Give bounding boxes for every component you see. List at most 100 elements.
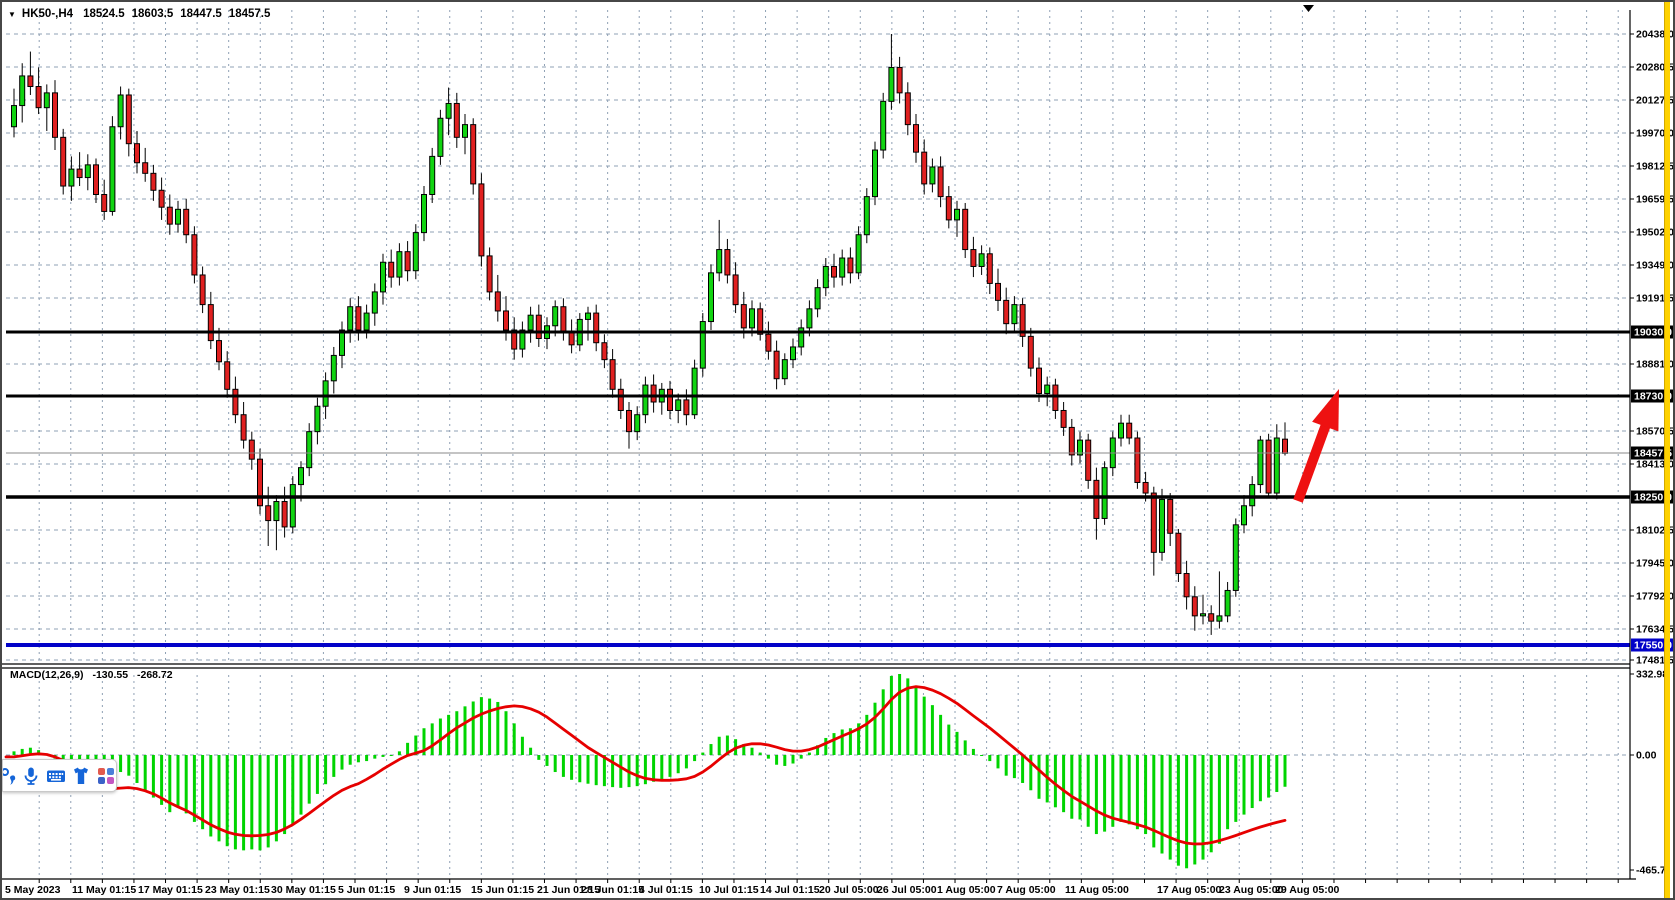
price-axis[interactable]: 20438.0 20280.5 20127.5 19970.0 19812.5 19659… xyxy=(1630,29,1675,667)
horizontal-lines-layer[interactable] xyxy=(6,330,1630,647)
bear-candle xyxy=(626,409,632,433)
macd-axis-label: -465.7 xyxy=(1636,865,1666,877)
keyboard-icon[interactable] xyxy=(46,766,66,786)
bull-candle xyxy=(298,467,304,486)
microphone-icon[interactable] xyxy=(21,766,41,786)
price-axis-label: 18881.0 xyxy=(1636,359,1674,371)
macd-histogram-bar xyxy=(471,701,475,755)
bull-candle xyxy=(1200,613,1206,617)
macd-histogram-bar xyxy=(283,755,287,835)
low-value: 18447.5 xyxy=(180,8,222,20)
macd-histogram-bar xyxy=(947,724,951,755)
bear-candle xyxy=(1282,438,1288,454)
macd-histogram-bar xyxy=(127,755,131,776)
macd-histogram-bar xyxy=(980,755,984,756)
price-axis-label: 20127.5 xyxy=(1636,95,1674,107)
right-accent-strip xyxy=(1664,2,1670,898)
text-cursor-icon[interactable] xyxy=(2,766,16,786)
bull-candle xyxy=(781,359,788,380)
macd-histogram-bar xyxy=(1242,755,1246,815)
symbol-dropdown-icon[interactable]: ▼ xyxy=(8,9,16,19)
macd-histogram-bar xyxy=(660,755,664,780)
macd-histogram-bar xyxy=(455,711,459,755)
bull-candle xyxy=(1232,524,1239,591)
bull-candle xyxy=(855,234,862,274)
bull-candle xyxy=(1011,304,1018,325)
macd-histogram-bar xyxy=(824,737,828,755)
macd-histogram-bar xyxy=(488,698,492,755)
bull-candle xyxy=(527,314,534,331)
bear-candle xyxy=(1060,409,1067,428)
macd-histogram-bar xyxy=(602,755,606,787)
macd-histogram-bar xyxy=(914,685,918,755)
bull-candle xyxy=(273,501,280,522)
macd-histogram-bar xyxy=(324,755,328,785)
macd-histogram-bar xyxy=(545,755,549,766)
apps-grid-icon[interactable] xyxy=(96,766,116,786)
open-value: 18524.5 xyxy=(83,8,125,20)
bear-candle xyxy=(134,143,140,164)
macd-histogram-bar xyxy=(299,755,303,815)
macd-axis[interactable]: 332.98 0.00 -465.7 xyxy=(1630,669,1668,877)
bear-candle xyxy=(986,253,993,284)
macd-signal-line xyxy=(4,685,1287,846)
macd-histogram-bar xyxy=(709,744,713,755)
tshirt-icon[interactable] xyxy=(71,766,91,786)
bull-candle xyxy=(380,261,386,293)
panel-separator[interactable] xyxy=(2,661,1630,671)
bear-candle xyxy=(207,304,214,342)
macd-histogram-bar xyxy=(832,733,836,755)
bear-candle xyxy=(224,361,231,390)
price-axis-label: 17945.0 xyxy=(1636,558,1674,570)
macd-histogram-bar xyxy=(356,755,360,763)
macd-histogram-bar xyxy=(529,747,533,755)
bear-candle xyxy=(1019,304,1026,337)
macd-histogram-bar xyxy=(1078,755,1082,820)
macd-histogram-bar xyxy=(406,742,410,755)
bear-candle xyxy=(27,75,34,88)
macd-histogram-bar xyxy=(1012,755,1016,779)
macd-histogram-bar xyxy=(1144,755,1148,835)
macd-histogram-bar xyxy=(684,755,688,769)
bear-candle xyxy=(1265,439,1272,494)
trend-arrow[interactable] xyxy=(1293,389,1339,503)
macd-histogram-bar xyxy=(397,751,401,755)
macd-histogram-bar xyxy=(799,755,803,759)
bear-candle xyxy=(535,314,542,339)
bull-candle xyxy=(19,75,26,107)
bull-candle xyxy=(1249,484,1256,507)
bull-candle xyxy=(929,166,936,185)
bear-candle xyxy=(199,274,206,306)
price-axis-label: 19502.0 xyxy=(1636,227,1674,239)
bull-candle xyxy=(798,327,805,348)
time-axis-label: 23 May 01:15 xyxy=(205,884,270,896)
bear-candle xyxy=(404,251,411,272)
bull-candle xyxy=(519,329,526,350)
macd-signal-value: -268.72 xyxy=(137,669,173,681)
chart-shift-marker-icon[interactable] xyxy=(1303,5,1314,12)
bear-candle xyxy=(1126,422,1133,439)
bull-candle xyxy=(1273,437,1280,494)
macd-histogram-bar xyxy=(971,748,975,755)
time-axis-label: 15 Jun 01:15 xyxy=(471,884,534,896)
bear-candle xyxy=(257,458,263,507)
time-axis[interactable]: 5 May 2023 11 May 01:15 17 May 01:15 23 May… xyxy=(5,879,1619,896)
macd-name: MACD(12,26,9) xyxy=(10,669,84,681)
price-axis-label: 18570.5 xyxy=(1636,426,1674,438)
bull-candle xyxy=(716,249,723,274)
macd-histogram-bar xyxy=(414,735,418,755)
time-axis-label: 29 Aug 05:00 xyxy=(1275,884,1340,896)
bear-candle xyxy=(773,350,780,380)
time-axis-label: 5 May 2023 xyxy=(5,884,61,896)
macd-histogram-bar xyxy=(504,711,508,755)
price-tag-label: 18730.0 xyxy=(1634,391,1672,403)
macd-histogram-bar xyxy=(750,747,754,755)
bear-candle xyxy=(568,331,575,346)
macd-histogram-bar xyxy=(233,755,237,850)
bull-candle xyxy=(412,232,419,272)
time-axis-label: 30 May 01:15 xyxy=(271,884,336,896)
macd-histogram-bar xyxy=(766,755,770,759)
price-axis-label: 19349.0 xyxy=(1636,260,1674,272)
bear-candle xyxy=(1183,573,1190,598)
